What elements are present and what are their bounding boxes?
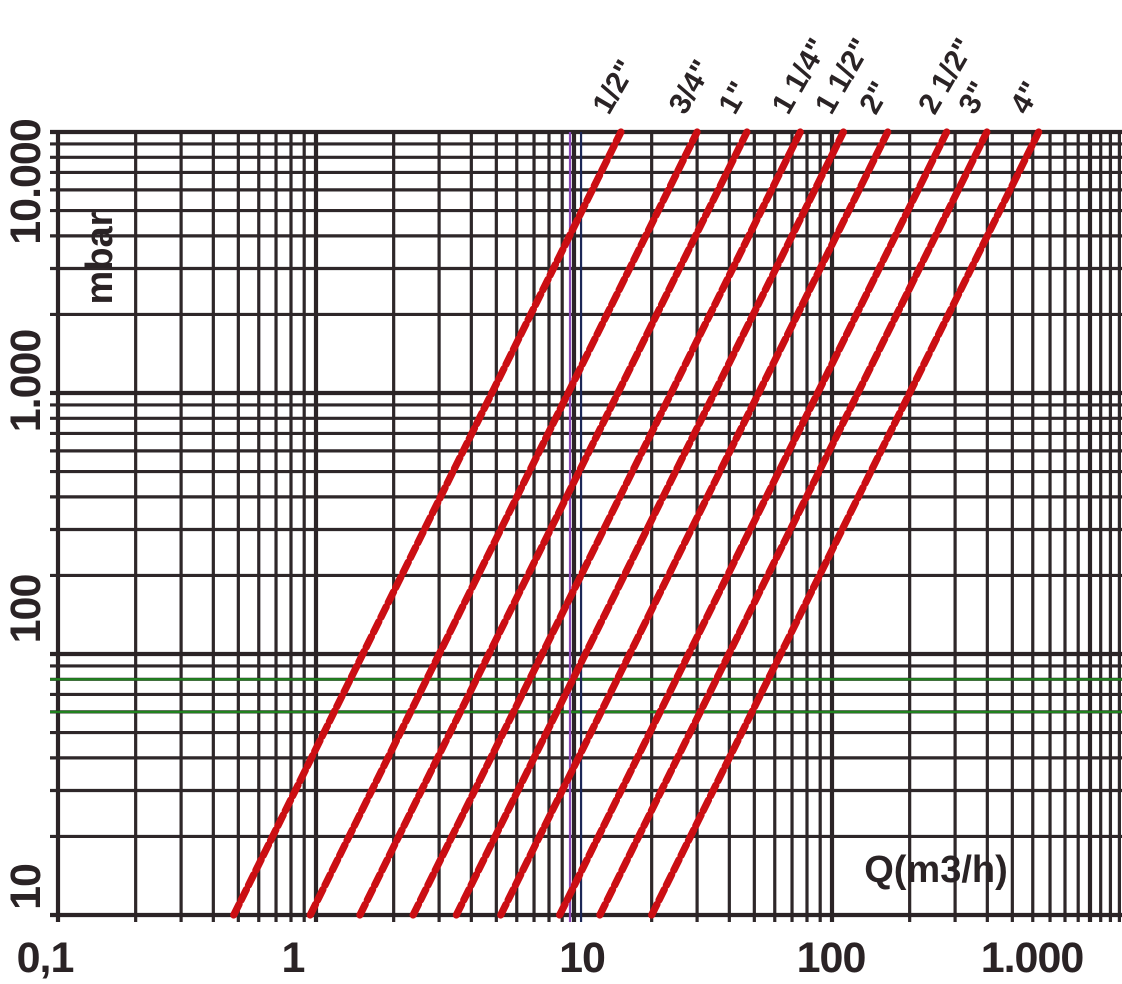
x-tick-label: 10 — [559, 934, 605, 982]
y-axis-label: mbar — [79, 211, 121, 304]
series-label: 4" — [1004, 76, 1048, 119]
series-line-8 — [648, 128, 1043, 919]
grid — [50, 129, 1122, 922]
series-line-7 — [596, 128, 991, 919]
y-tick-label: 10 — [2, 864, 50, 910]
series-label: 1" — [712, 76, 756, 119]
series-labels: 1/2" 3/4"1" 1 1/4"1 1/2"2" 2 1/2"3" 4" — [586, 33, 1048, 120]
x-tick-label: 100 — [797, 934, 866, 982]
y-tick-label: 1.000 — [2, 330, 50, 433]
series-line-0 — [230, 128, 625, 919]
series-label: 1/2" — [586, 55, 643, 120]
series-line-2 — [356, 128, 751, 919]
series-label: 2" — [853, 76, 897, 119]
y-tick-label: 100 — [2, 575, 50, 644]
x-tick-label: 1.000 — [981, 934, 1084, 982]
y-tick-label: 10.000 — [2, 119, 50, 245]
series-line-1 — [306, 128, 701, 919]
series-label: 3/4" — [663, 55, 720, 120]
x-axis-label: Q(m3/h) — [864, 849, 1008, 891]
series-line-4 — [452, 128, 847, 919]
series-line-5 — [497, 128, 892, 919]
x-tick-label: 1 — [282, 934, 305, 982]
reference-lines — [50, 132, 1122, 922]
series-lines — [230, 128, 1043, 919]
series-line-3 — [409, 128, 804, 919]
x-tick-label: 0,1 — [17, 934, 74, 982]
series-line-6 — [556, 128, 951, 919]
